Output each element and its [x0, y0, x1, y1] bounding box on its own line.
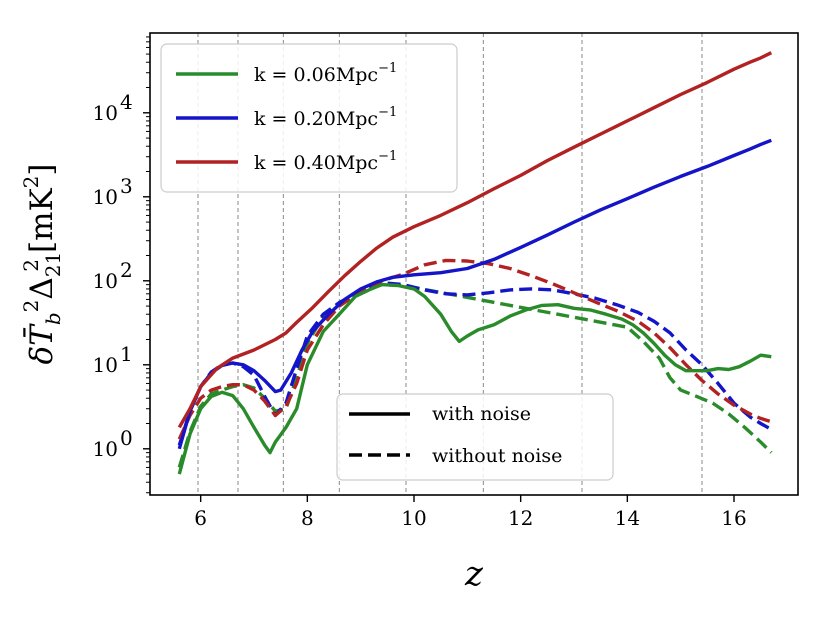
- y-label-main: δT̄: [22, 323, 60, 365]
- y-tick-exp-3: 3: [120, 174, 133, 198]
- series-4-line: [177, 281, 773, 446]
- x-tick-label-10: 10: [401, 506, 426, 530]
- x-tick-label-12: 12: [508, 506, 533, 530]
- series-0-line: [177, 282, 772, 475]
- y-tick-label-3: 10: [93, 185, 118, 209]
- legend-label-k006: k = 0.06Mpc−1: [254, 61, 397, 86]
- series-legend: k = 0.06Mpc−1 k = 0.20Mpc−1 k = 0.40Mpc−…: [160, 43, 458, 193]
- legend-label-without-noise: without noise: [432, 445, 562, 467]
- style-legend: with noise without noise: [336, 393, 614, 481]
- y-label-unit-sup: 2: [19, 176, 43, 189]
- y-tick-exp-1: 1: [120, 342, 133, 366]
- series-lines: [177, 51, 773, 475]
- y-label-sub1: b: [41, 312, 65, 325]
- x-tick-label-8: 8: [301, 506, 314, 530]
- y-tick-exp-4: 4: [120, 90, 133, 114]
- series-1-line: [177, 138, 772, 450]
- series-legend-box: [160, 43, 458, 193]
- y-label-unit: [mK: [24, 188, 60, 253]
- y-label-delta: Δ: [24, 277, 60, 299]
- y-label-sub2: 21: [41, 252, 65, 277]
- y-label-sup2: 2: [19, 259, 43, 272]
- y-tick-label-4: 10: [93, 101, 118, 125]
- legend-label-with-noise: with noise: [432, 403, 531, 425]
- y-tick-label-1: 10: [93, 353, 118, 377]
- y-label-unit-close: ]: [24, 164, 60, 176]
- plot-frame: [149, 32, 799, 496]
- legend-label-k020: k = 0.20Mpc−1: [254, 105, 397, 130]
- series-5-line: [177, 258, 772, 440]
- x-tick-label-16: 16: [721, 506, 746, 530]
- series-2-line: [177, 51, 773, 429]
- y-label-sup1: 2: [19, 300, 43, 313]
- y-tick-label-0: 10: [93, 437, 118, 461]
- y-tick-exp-2: 2: [120, 258, 133, 282]
- x-axis-label: z: [464, 554, 484, 594]
- x-tick-label-14: 14: [615, 506, 640, 530]
- y-tick-exp-0: 0: [120, 426, 133, 450]
- y-axis-label: δT̄b2Δ212[mK2]: [19, 164, 65, 365]
- y-tick-label-2: 10: [93, 269, 118, 293]
- x-tick-label-6: 6: [194, 506, 207, 530]
- legend-label-k040: k = 0.40Mpc−1: [254, 149, 397, 174]
